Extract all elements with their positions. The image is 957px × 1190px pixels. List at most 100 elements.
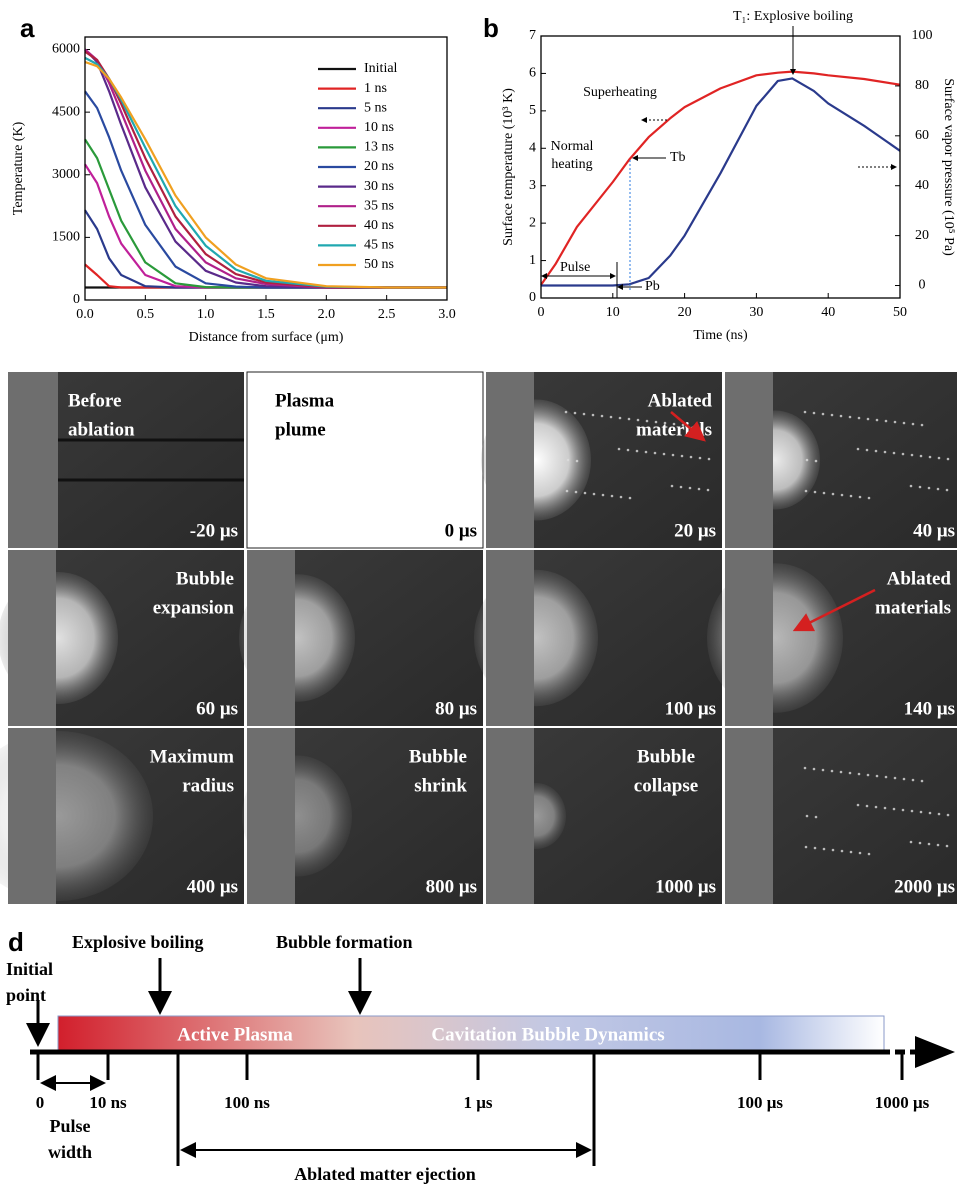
particle <box>591 413 595 417</box>
y-tick-label: 1 <box>529 253 536 268</box>
legend-label: 50 ns <box>364 257 394 272</box>
y-tick-label: 4 <box>529 141 536 156</box>
caption: materials <box>875 597 951 618</box>
time-label: -20 μs <box>190 520 238 541</box>
particle <box>856 447 860 451</box>
x-tick-label: 30 <box>749 305 763 320</box>
time-label: 2000 μs <box>894 876 955 897</box>
particle <box>866 417 870 421</box>
particle <box>609 415 613 419</box>
electrode <box>486 728 534 904</box>
time-label: 60 μs <box>196 698 238 719</box>
particle <box>697 487 701 491</box>
y2-tick-label: 80 <box>915 78 929 93</box>
red-arrow <box>670 411 706 442</box>
x-tick-label: 50 <box>893 305 907 320</box>
particle <box>840 849 844 853</box>
particle <box>911 778 915 782</box>
particle <box>671 453 675 457</box>
particle <box>654 420 658 424</box>
caption: Before <box>68 390 121 411</box>
legend-label: 40 ns <box>364 218 394 233</box>
particle <box>937 456 941 460</box>
time-tick-label: 1 μs <box>463 1093 492 1112</box>
particle <box>892 807 896 811</box>
time-label: 140 μs <box>904 698 955 719</box>
particle <box>706 488 710 492</box>
particle <box>919 810 923 814</box>
electrode <box>725 728 773 904</box>
x-tick-label: 0 <box>538 305 545 320</box>
caption: Ablated <box>648 390 713 411</box>
particle <box>884 775 888 779</box>
y-tick-label: 4500 <box>52 104 80 119</box>
particle <box>918 485 922 489</box>
particle <box>688 486 692 490</box>
time-label: 0 μs <box>445 520 477 541</box>
legend-label: 5 ns <box>364 100 387 115</box>
phase: Active Plasma <box>177 1024 293 1045</box>
x-tick-label: 3.0 <box>438 307 456 322</box>
y-tick-label: 0 <box>529 290 536 305</box>
plot-frame <box>84 36 448 301</box>
particle <box>566 458 570 462</box>
particle <box>883 450 887 454</box>
caption: collapse <box>634 775 698 796</box>
phase-bar <box>57 1015 885 1051</box>
particle <box>858 495 862 499</box>
particle <box>857 772 861 776</box>
particle <box>573 411 577 415</box>
electrode <box>247 728 295 904</box>
y2-tick-label: 0 <box>919 278 926 293</box>
electrode <box>247 550 295 726</box>
y-tick-label: 3 <box>529 178 536 193</box>
caption: Bubble <box>176 568 234 589</box>
particle <box>679 485 683 489</box>
particle <box>805 814 809 818</box>
x-tick-label: 0.5 <box>137 307 155 322</box>
y-tick-label: 3000 <box>52 167 80 182</box>
particle <box>901 452 905 456</box>
particle <box>628 496 632 500</box>
caption: plume <box>275 419 326 440</box>
phase: Cavitation Bubble Dynamics <box>431 1024 664 1045</box>
y-tick-label: 1500 <box>52 230 80 245</box>
x-axis-title: Time (ns) <box>693 328 748 343</box>
particle <box>865 804 869 808</box>
y-axis-title: Temperature (K) <box>11 121 26 215</box>
y2-axis-title: Surface vapor pressure (10⁵ Pa) <box>941 78 956 256</box>
particle <box>813 846 817 850</box>
particle <box>662 452 666 456</box>
y-tick-label: 0 <box>73 292 80 307</box>
particle <box>928 811 932 815</box>
particle <box>804 489 808 493</box>
particle <box>574 490 578 494</box>
panel-label: b <box>483 13 499 43</box>
particle <box>821 412 825 416</box>
particle <box>909 840 913 844</box>
electrode <box>8 372 58 548</box>
event: Bubble formation <box>276 932 413 952</box>
particle <box>812 767 816 771</box>
particle <box>867 852 871 856</box>
particle <box>875 774 879 778</box>
x-tick-label: 0.0 <box>76 307 94 322</box>
particle <box>902 777 906 781</box>
particle <box>583 491 587 495</box>
electrode <box>486 372 534 548</box>
particle <box>840 493 844 497</box>
particle <box>831 848 835 852</box>
legend-label: 10 ns <box>364 120 394 135</box>
particle <box>919 454 923 458</box>
annotation: Pb <box>645 279 660 294</box>
caption: ablation <box>68 419 135 440</box>
x-tick-label: 10 <box>606 305 620 320</box>
legend-label: Initial <box>364 61 398 76</box>
particle <box>892 451 896 455</box>
particle <box>831 492 835 496</box>
particle <box>812 411 816 415</box>
caption: Maximum <box>150 746 235 767</box>
particle <box>893 420 897 424</box>
particle <box>875 418 879 422</box>
particle <box>582 412 586 416</box>
